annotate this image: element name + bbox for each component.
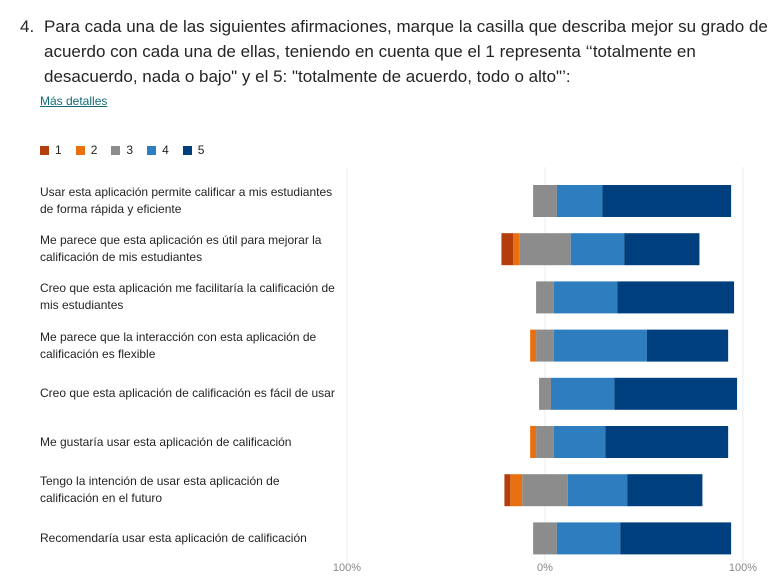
bar-segment-4[interactable] bbox=[556, 185, 603, 217]
category-label: Me gustaría usar esta aplicación de cali… bbox=[40, 434, 292, 449]
question-number: 4. bbox=[20, 17, 35, 36]
question-text: Para cada una de las siguientes afirmaci… bbox=[44, 17, 768, 86]
bar-segment-2[interactable] bbox=[510, 474, 523, 507]
bar-segment-2[interactable] bbox=[513, 233, 520, 266]
bar-segment-5[interactable] bbox=[627, 474, 703, 507]
category-label: Creo que esta aplicación me facilitaría … bbox=[40, 281, 335, 313]
bar-segment-4[interactable] bbox=[570, 233, 625, 266]
bar-segment-3[interactable] bbox=[533, 522, 557, 555]
bar-segment-3[interactable] bbox=[536, 426, 554, 458]
legend-label: 2 bbox=[90, 143, 98, 157]
legend-label: 1 bbox=[55, 143, 62, 157]
bar-segment-1[interactable] bbox=[504, 474, 511, 507]
legend-item-1[interactable]: 1 bbox=[40, 143, 62, 157]
bar-segment-4[interactable] bbox=[556, 522, 621, 555]
category-label: Me parece que esta aplicación es útil pa… bbox=[40, 233, 322, 265]
legend-label: 3 bbox=[126, 143, 134, 157]
legend-item-4[interactable]: 4 bbox=[147, 143, 169, 157]
bar-segment-2[interactable] bbox=[530, 426, 537, 458]
category-label: Creo que esta aplicación de calificación… bbox=[40, 386, 335, 401]
category-label: Usar esta aplicación permite calificar a… bbox=[40, 185, 333, 216]
bar-segment-3[interactable] bbox=[522, 474, 568, 507]
legend-swatch bbox=[75, 145, 85, 155]
bar-segment-4[interactable] bbox=[553, 329, 647, 362]
x-tick-label: 100% bbox=[729, 562, 757, 574]
bar-segment-5[interactable] bbox=[620, 522, 732, 555]
bar-segment-5[interactable] bbox=[646, 329, 729, 362]
category-label: Tengo la intención de usar esta aplicaci… bbox=[40, 474, 280, 506]
bar-segment-4[interactable] bbox=[553, 426, 606, 458]
bar-segment-3[interactable] bbox=[533, 185, 557, 217]
bar-segment-3[interactable] bbox=[519, 233, 571, 266]
legend-swatch bbox=[40, 145, 49, 155]
legend-swatch bbox=[111, 145, 121, 155]
legend-item-5[interactable]: 5 bbox=[182, 143, 205, 157]
more-details-link[interactable]: Más detalles bbox=[40, 94, 108, 108]
x-tick-label: 100% bbox=[333, 562, 361, 574]
legend-label: 5 bbox=[197, 143, 205, 157]
bar-segment-4[interactable] bbox=[567, 474, 628, 507]
legend-item-3[interactable]: 3 bbox=[111, 143, 133, 157]
bar-segment-4[interactable] bbox=[553, 281, 618, 314]
bar-segment-1[interactable] bbox=[501, 233, 514, 266]
legend-item-2[interactable]: 2 bbox=[75, 143, 98, 157]
bar-segment-4[interactable] bbox=[550, 377, 615, 410]
bar-segment-5[interactable] bbox=[614, 377, 738, 410]
bar-segment-3[interactable] bbox=[536, 329, 554, 362]
chart-legend: 1 2 3 4 5 bbox=[40, 143, 204, 157]
category-label: Me parece que la interacción con esta ap… bbox=[40, 329, 317, 361]
bar-segment-3[interactable] bbox=[536, 281, 554, 314]
bar-segment-5[interactable] bbox=[602, 185, 732, 217]
bar-segment-5[interactable] bbox=[605, 426, 729, 458]
legend-label: 4 bbox=[162, 143, 169, 157]
bar-segment-5[interactable] bbox=[624, 233, 700, 266]
bar-segment-3[interactable] bbox=[539, 377, 551, 410]
legend-swatch bbox=[182, 145, 192, 155]
bar-segment-2[interactable] bbox=[530, 329, 537, 362]
category-label: Recomendaría usar esta aplicación de cal… bbox=[40, 530, 307, 545]
x-tick-label: 0% bbox=[537, 562, 553, 574]
bar-segment-5[interactable] bbox=[617, 281, 735, 314]
legend-swatch bbox=[147, 145, 157, 155]
